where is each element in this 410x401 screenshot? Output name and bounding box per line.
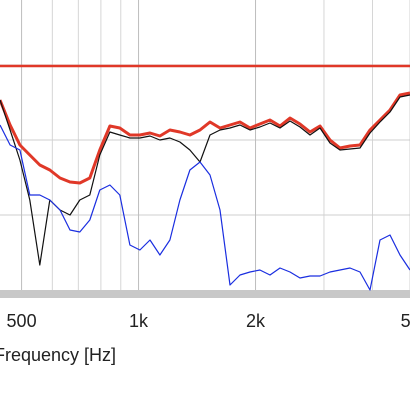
x-tick-label: 2k [246,311,266,331]
x-tick-label: 500 [7,311,37,331]
x-axis-title: Frequency [Hz] [0,345,116,365]
series-line [0,94,410,266]
series-line [0,124,410,291]
x-tick-label: 5k [401,311,410,331]
axis-band [0,290,410,298]
series-line [0,91,410,185]
x-tick-label: 1k [129,311,149,331]
